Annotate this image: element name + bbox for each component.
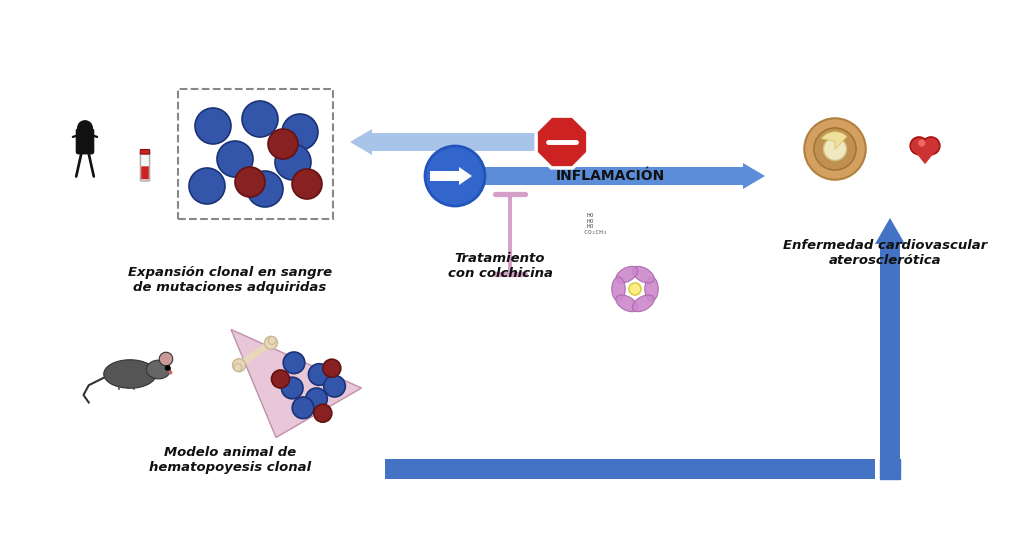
Ellipse shape <box>633 266 654 283</box>
FancyBboxPatch shape <box>141 166 148 179</box>
Ellipse shape <box>103 360 157 388</box>
Circle shape <box>234 167 265 197</box>
Circle shape <box>264 336 278 349</box>
Circle shape <box>195 108 231 144</box>
Ellipse shape <box>645 277 658 301</box>
Bar <box>880 459 900 479</box>
FancyBboxPatch shape <box>77 129 93 154</box>
Circle shape <box>910 137 928 155</box>
Circle shape <box>324 375 345 397</box>
Circle shape <box>160 352 173 366</box>
Text: Tratamiento
con colchicina: Tratamiento con colchicina <box>447 252 553 280</box>
Circle shape <box>275 144 311 180</box>
FancyArrow shape <box>430 167 472 185</box>
Text: INFLAMACIÓN: INFLAMACIÓN <box>555 169 665 183</box>
Ellipse shape <box>146 360 171 379</box>
Text: Enfermedad cardiovascular
aterosclerótica: Enfermedad cardiovascular aterosclerótic… <box>783 239 987 267</box>
Circle shape <box>282 114 318 150</box>
Polygon shape <box>821 132 847 149</box>
Circle shape <box>923 137 940 155</box>
Circle shape <box>814 128 856 170</box>
Circle shape <box>282 377 303 399</box>
Circle shape <box>919 140 925 146</box>
Circle shape <box>268 336 276 344</box>
Ellipse shape <box>633 295 654 312</box>
Circle shape <box>823 137 847 161</box>
FancyArrow shape <box>350 129 585 155</box>
Circle shape <box>284 352 305 374</box>
Circle shape <box>292 397 313 419</box>
Polygon shape <box>231 329 361 437</box>
Polygon shape <box>910 146 940 164</box>
Circle shape <box>268 129 298 159</box>
Circle shape <box>78 121 92 135</box>
Ellipse shape <box>611 277 626 301</box>
Circle shape <box>242 101 278 137</box>
Circle shape <box>292 169 322 199</box>
Circle shape <box>629 283 641 295</box>
Circle shape <box>306 388 328 410</box>
Circle shape <box>189 168 225 204</box>
Circle shape <box>271 370 290 388</box>
FancyArrow shape <box>385 459 874 479</box>
Text: Modelo animal de
hematopoyesis clonal: Modelo animal de hematopoyesis clonal <box>148 446 311 474</box>
Polygon shape <box>537 116 588 168</box>
FancyBboxPatch shape <box>140 150 150 154</box>
Circle shape <box>233 364 242 372</box>
Text: HO
HO
HO
   CO₂CH₃: HO HO HO CO₂CH₃ <box>573 213 607 235</box>
FancyArrow shape <box>874 218 905 469</box>
Circle shape <box>804 118 865 180</box>
Ellipse shape <box>615 295 638 312</box>
FancyBboxPatch shape <box>177 89 333 219</box>
Ellipse shape <box>615 266 638 283</box>
FancyArrow shape <box>385 459 395 479</box>
Circle shape <box>217 141 253 177</box>
Circle shape <box>232 359 246 372</box>
Circle shape <box>247 171 283 207</box>
Circle shape <box>166 366 169 370</box>
Circle shape <box>323 359 341 377</box>
Circle shape <box>313 404 332 422</box>
Circle shape <box>425 146 485 206</box>
Circle shape <box>169 371 172 374</box>
FancyBboxPatch shape <box>140 152 150 181</box>
FancyArrow shape <box>455 163 765 189</box>
Circle shape <box>308 364 330 386</box>
Text: Expansión clonal en sangre
de mutaciones adquiridas: Expansión clonal en sangre de mutaciones… <box>128 266 332 294</box>
